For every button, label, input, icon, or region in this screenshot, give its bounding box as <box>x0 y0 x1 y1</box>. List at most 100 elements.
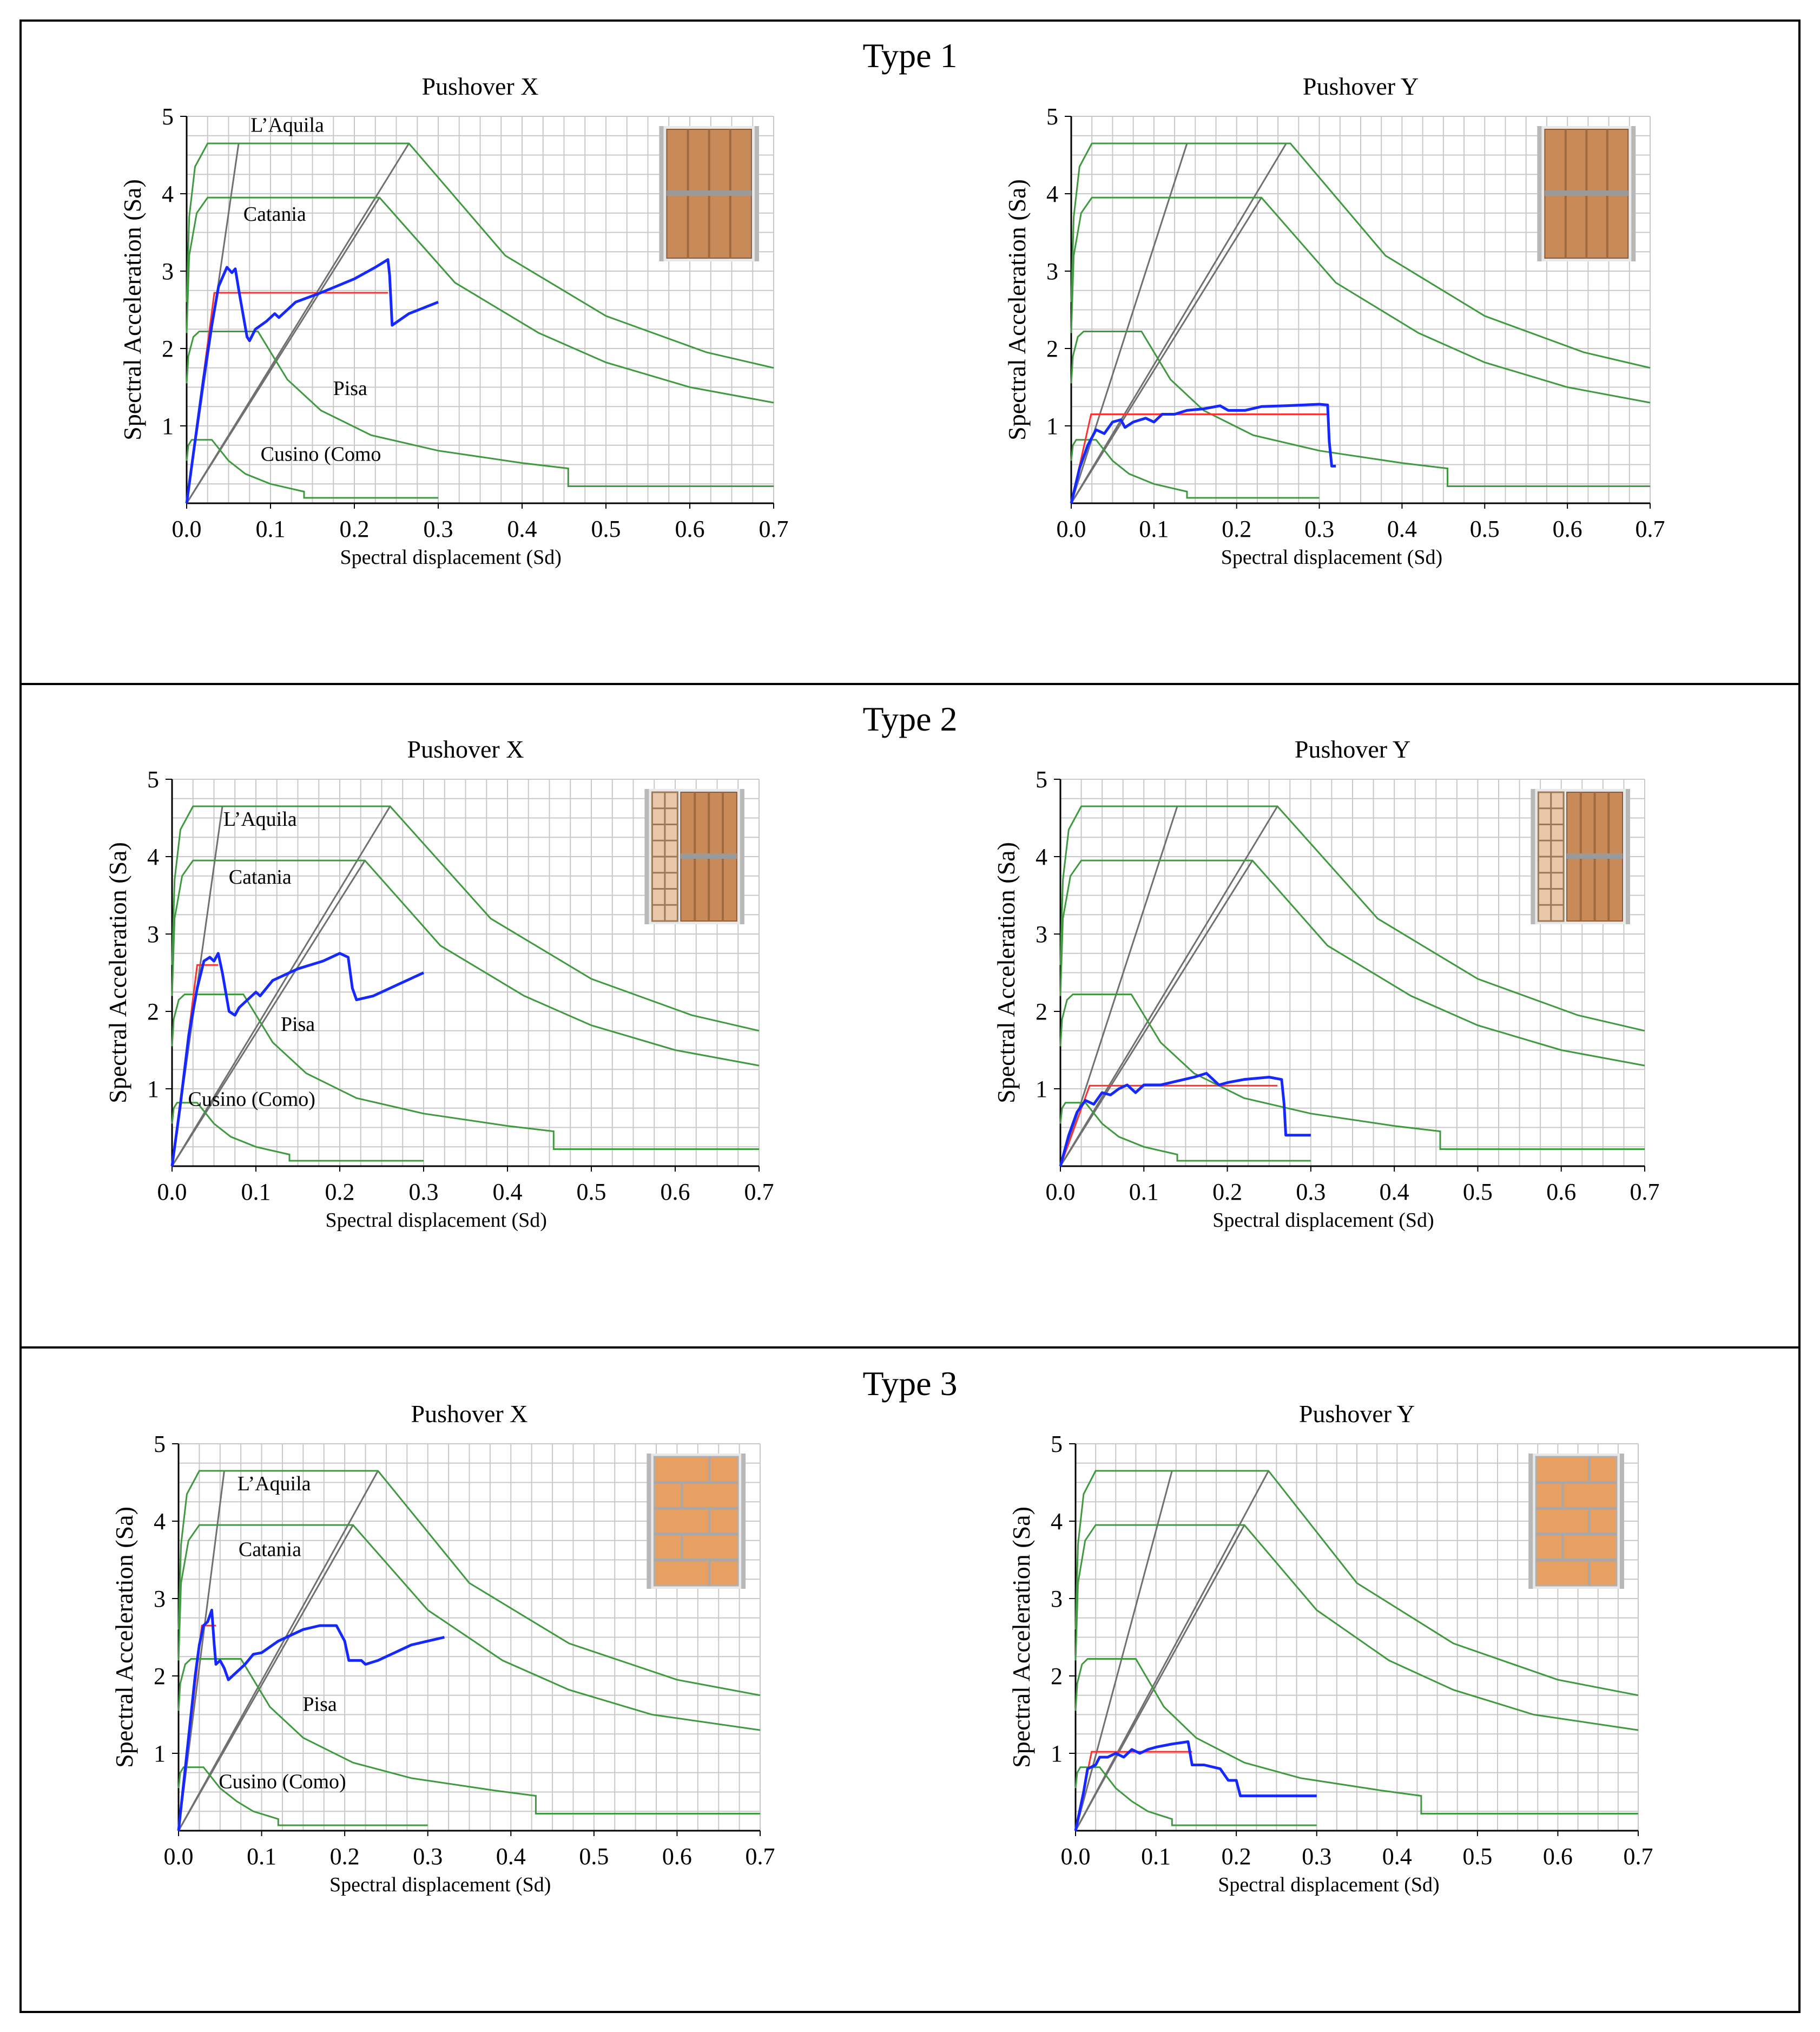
capacity-curve <box>185 258 439 504</box>
x-tick-label: 0.4 <box>496 1843 526 1870</box>
x-tick-label: 0.6 <box>675 516 705 542</box>
spectrum-line <box>1074 1524 1639 1731</box>
spectrum-line <box>1074 1766 1317 1826</box>
spectrum-line <box>1070 331 1650 487</box>
x-tick-label: 0.3 <box>1296 1179 1326 1205</box>
y-tick-label: 4 <box>1046 181 1058 207</box>
y-tick-label: 2 <box>154 1663 166 1689</box>
y-tick-label: 2 <box>162 336 174 362</box>
x-tick-label: 0.3 <box>424 516 453 542</box>
y-tick-label: 5 <box>1046 103 1058 130</box>
pushover-chart: Pushover X 0.0 0.1 0.2 0.3 0.4 0.5 0.6 0.7 1 2 3 4 5 S… <box>110 1400 775 1896</box>
y-tick-label: 1 <box>162 413 174 439</box>
y-tick-label: 4 <box>1036 844 1047 870</box>
x-tick-label: 0.0 <box>172 516 202 542</box>
y-tick-label: 3 <box>1051 1586 1063 1612</box>
x-tick-label: 0.4 <box>1380 1179 1409 1205</box>
x-tick-label: 0.5 <box>577 1179 606 1205</box>
timber-wall-icon <box>1537 126 1636 261</box>
spectrum-line <box>177 1524 761 1731</box>
demand-line <box>1070 197 1262 504</box>
pushover-chart: Pushover Y 0.0 0.1 0.2 0.3 0.4 0.5 0.6 0.7 1 2 3 4 5 S… <box>992 735 1660 1232</box>
y-tick-label: 3 <box>147 921 159 948</box>
spectrum-line <box>1074 1470 1639 1696</box>
demand-line <box>177 1470 379 1831</box>
spectrum-line <box>186 196 774 404</box>
spectrum-line <box>1059 859 1645 1067</box>
y-tick-label: 1 <box>147 1076 159 1102</box>
demand-line <box>1074 1524 1245 1831</box>
floor-band <box>681 853 737 859</box>
x-axis-label: Spectral displacement (Sd) <box>340 546 562 569</box>
x-tick-label: 0.6 <box>1546 1179 1576 1205</box>
x-tick-label: 0.0 <box>1046 1179 1076 1205</box>
mixed-wall-icon <box>644 789 744 924</box>
y-tick-label: 2 <box>147 998 159 1025</box>
demand-line <box>1059 860 1254 1167</box>
bilinear-curve <box>1059 1084 1278 1167</box>
brick-wall-icon <box>1528 1454 1624 1589</box>
y-axis-label: Spectral Acceleration (Sa) <box>1007 1507 1035 1768</box>
y-tick-label: 2 <box>1051 1663 1063 1689</box>
chart-title: Pushover X <box>422 73 539 100</box>
x-tick-label: 0.4 <box>1387 516 1417 542</box>
spectrum-line <box>1074 1658 1638 1814</box>
spectrum-label: Cusino (Como) <box>188 1088 315 1110</box>
x-tick-label: 0.5 <box>1463 1179 1493 1205</box>
chart-title: Pushover Y <box>1303 73 1419 100</box>
brick-body <box>1535 1456 1618 1587</box>
capacity-curve <box>1070 403 1336 504</box>
x-tick-label: 0.0 <box>1057 516 1086 542</box>
floor-band <box>1567 853 1623 859</box>
x-tick-label: 0.0 <box>164 1843 194 1870</box>
spectrum-label: Catania <box>229 866 292 889</box>
spectrum-line <box>177 1658 760 1814</box>
demand-line <box>1059 806 1278 1167</box>
x-tick-label: 0.7 <box>744 1179 774 1205</box>
chart-title: Pushover Y <box>1299 1400 1415 1428</box>
spectrum-label: Pisa <box>302 1693 337 1715</box>
x-tick-label: 0.1 <box>241 1179 271 1205</box>
mixed-wall-icon <box>1531 789 1630 924</box>
chart-title: Pushover Y <box>1295 735 1410 763</box>
x-tick-label: 0.7 <box>1630 1179 1660 1205</box>
x-axis-label: Spectral displacement (Sd) <box>1221 546 1442 569</box>
x-axis-label: Spectral displacement (Sd) <box>326 1209 547 1232</box>
section-title: Type 1 <box>862 36 958 75</box>
x-tick-label: 0.3 <box>413 1843 443 1870</box>
y-tick-label: 4 <box>1051 1508 1063 1535</box>
y-axis-label: Spectral Acceleration (Sa) <box>104 842 131 1103</box>
x-tick-label: 0.7 <box>1636 516 1665 542</box>
x-tick-label: 0.5 <box>579 1843 609 1870</box>
x-tick-label: 0.6 <box>1553 516 1582 542</box>
demand-line <box>1074 1470 1269 1831</box>
x-tick-label: 0.1 <box>1139 516 1169 542</box>
spectrum-line <box>177 1766 428 1826</box>
section-frame-type-3 <box>19 1346 1801 2013</box>
spectrum-line <box>1070 142 1651 369</box>
x-tick-label: 0.1 <box>1141 1843 1171 1870</box>
brick-wall-icon <box>647 1454 746 1589</box>
x-axis-label: Spectral displacement (Sd) <box>1218 1873 1439 1896</box>
demand-line <box>1070 143 1188 504</box>
chart-title: Pushover X <box>411 1400 528 1428</box>
brick-body <box>653 1456 739 1587</box>
capacity-curve <box>1074 1740 1317 1831</box>
demand-line <box>177 1524 354 1831</box>
spectrum-line <box>1059 994 1645 1150</box>
x-tick-label: 0.0 <box>157 1179 187 1205</box>
timber-wall-icon <box>659 126 759 261</box>
x-tick-label: 0.1 <box>247 1843 276 1870</box>
y-tick-label: 5 <box>1051 1431 1063 1457</box>
y-tick-label: 1 <box>1036 1076 1047 1102</box>
pushover-chart: Pushover X 0.0 0.1 0.2 0.3 0.4 0.5 0.6 0.7 1 2 3 4 5 S… <box>118 73 789 569</box>
x-tick-label: 0.4 <box>493 1179 523 1205</box>
spectrum-line <box>171 994 759 1150</box>
spectrum-label: L’Aquila <box>250 114 324 137</box>
y-tick-label: 1 <box>154 1740 166 1767</box>
pushover-chart: Pushover Y 0.0 0.1 0.2 0.3 0.4 0.5 0.6 0.7 1 2 3 4 5 S… <box>1003 73 1665 569</box>
section-title: Type 2 <box>862 700 958 738</box>
x-tick-label: 0.2 <box>1212 1179 1242 1205</box>
y-tick-label: 1 <box>1046 413 1058 439</box>
y-tick-label: 5 <box>162 103 174 130</box>
